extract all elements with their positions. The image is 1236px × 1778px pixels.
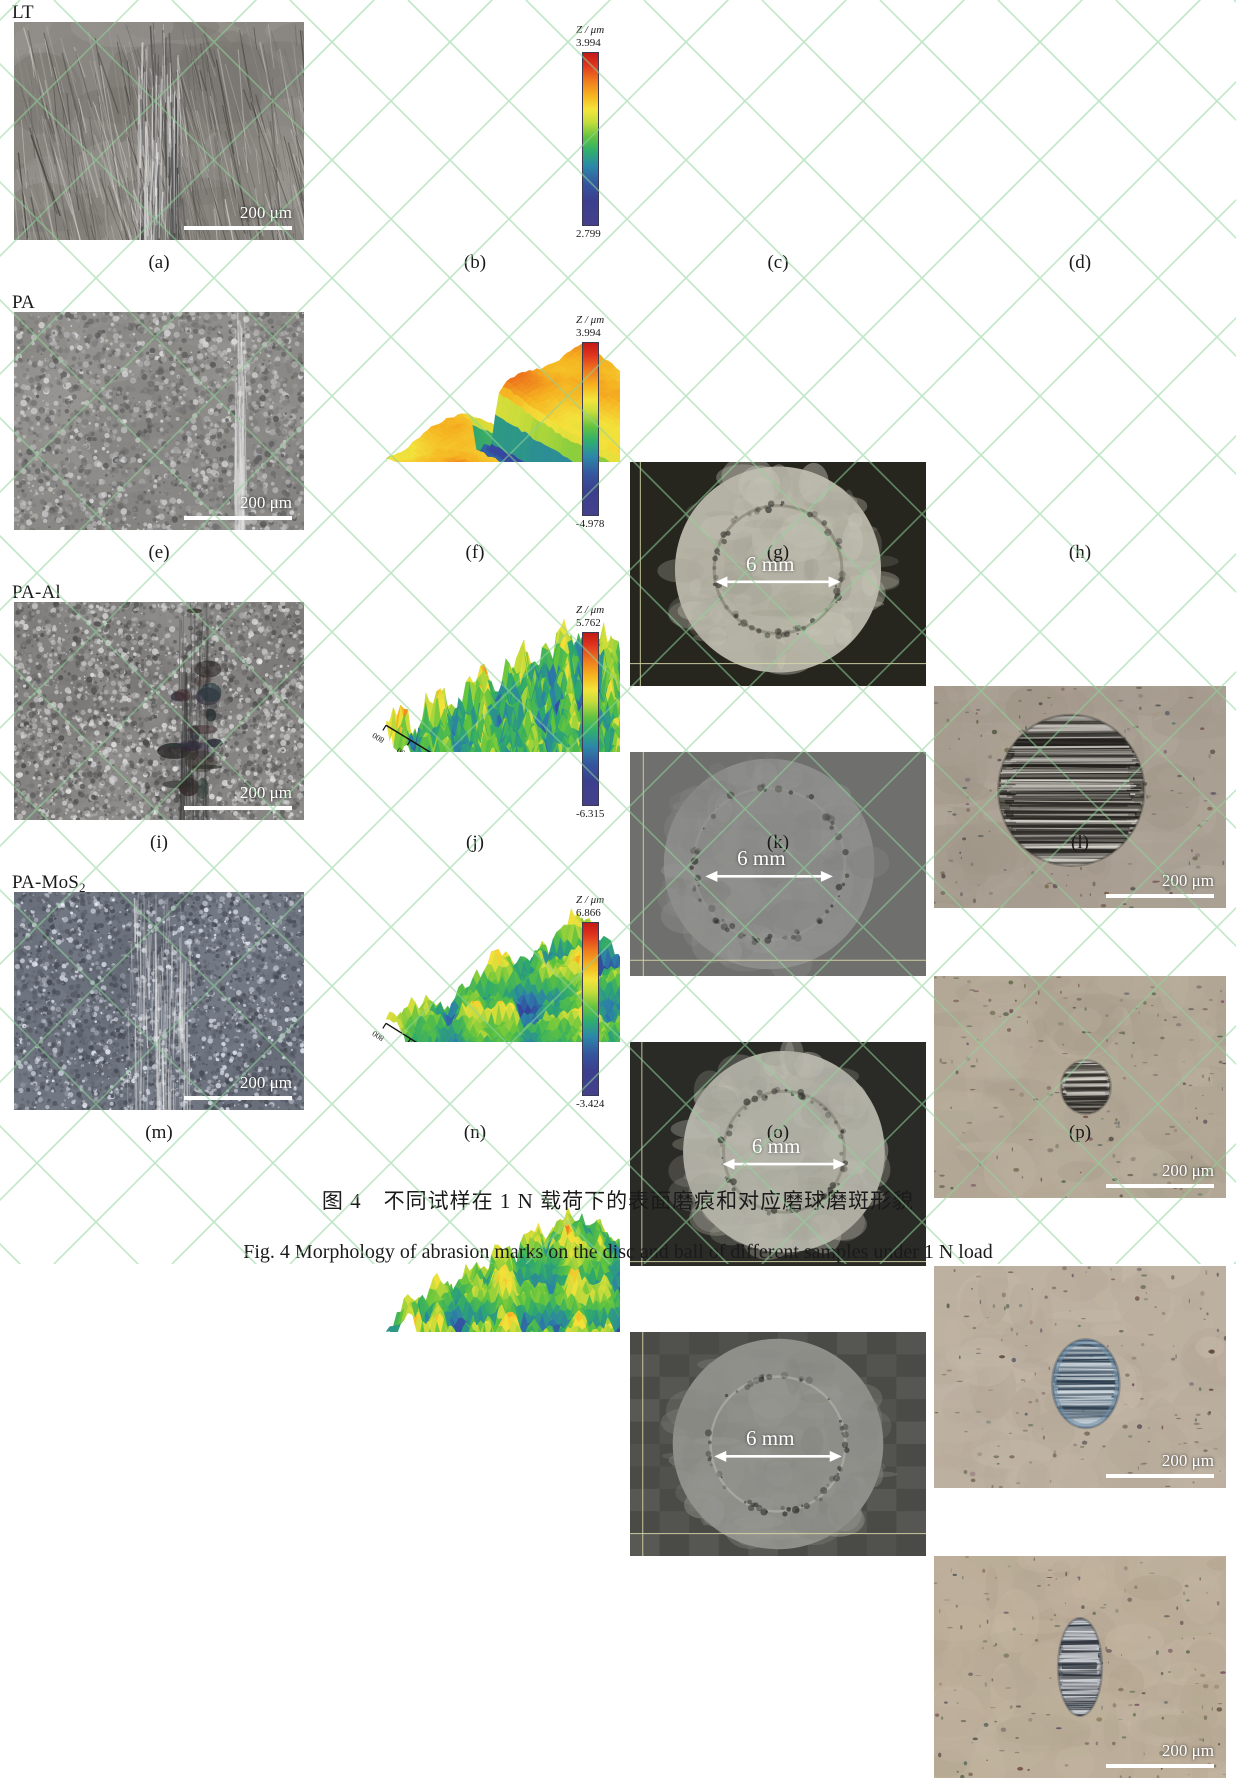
panel-sublabel-ball-scar: (p) — [1020, 1122, 1140, 1144]
scalebar-line — [184, 1096, 292, 1100]
scalebar-label: 200 μm — [1162, 871, 1214, 891]
disc-surface-micrograph: 200 μm — [14, 312, 304, 530]
scalebar-label: 200 μm — [1162, 1741, 1214, 1761]
panel-sublabel-disc: (m) — [99, 1122, 219, 1144]
ball-wear-scar-micrograph: 200 μm — [934, 1556, 1226, 1778]
row-label-sample: PA — [12, 292, 35, 314]
caption-chinese: 图 4 不同试样在 1 N 载荷下的表面磨痕和对应磨球磨斑形貌 — [0, 1185, 1236, 1215]
row-label-sample: PA-MoS2 — [12, 872, 86, 894]
scalebar-label: 200 μm — [240, 783, 292, 803]
scalebar-label: 200 μm — [1162, 1161, 1214, 1181]
disc-surface-micrograph: 200 μm — [14, 22, 304, 240]
scalebar-label: 200 μm — [240, 1073, 292, 1093]
colorbar-gradient — [582, 632, 599, 806]
panel-sublabel-surface: (n) — [415, 1122, 535, 1144]
scalebar-line — [184, 516, 292, 520]
scalebar-line — [1106, 1764, 1214, 1768]
panel-sublabel-disc: (e) — [99, 542, 219, 564]
scalebar-line — [184, 226, 292, 230]
ball-wear-scar-micrograph: 200 μm — [934, 1266, 1226, 1488]
panel-sublabel-ball-scar: (d) — [1020, 252, 1140, 274]
colorbar-max-value: 5.762 — [576, 617, 601, 629]
scalebar-label: 200 μm — [240, 203, 292, 223]
colorbar-title: Z / μm — [576, 894, 604, 906]
wear-track-diameter-label: 6 mm — [737, 846, 785, 871]
disc-surface-micrograph: 200 μm — [14, 602, 304, 820]
panel-sublabel-surface: (b) — [415, 252, 535, 274]
wear-track-overview: 6 mm — [630, 1332, 926, 1556]
colorbar-title: Z / μm — [576, 604, 604, 616]
colorbar-gradient — [582, 922, 599, 1096]
colorbar-max-value: 3.994 — [576, 37, 601, 49]
row-label-sample: LT — [12, 2, 34, 24]
scalebar-label: 200 μm — [240, 493, 292, 513]
disc-surface-micrograph: 200 μm — [14, 892, 304, 1110]
colorbar-min-value: -3.424 — [576, 1098, 604, 1110]
colorbar-min-value: -4.978 — [576, 518, 604, 530]
panel-sublabel-ball-scar: (h) — [1020, 542, 1140, 564]
colorbar-title: Z / μm — [576, 24, 604, 36]
scalebar-label: 200 μm — [1162, 1451, 1214, 1471]
colorbar-gradient — [582, 342, 599, 516]
colorbar-min-value: 2.799 — [576, 228, 601, 240]
colorbar-gradient — [582, 52, 599, 226]
panel-sublabel-disc: (a) — [99, 252, 219, 274]
wear-track-diameter-label: 6 mm — [752, 1134, 800, 1159]
colorbar-min-value: -6.315 — [576, 808, 604, 820]
colorbar-max-value: 6.866 — [576, 907, 601, 919]
panel-sublabel-wear-track: (c) — [718, 252, 838, 274]
wear-track-diameter-label: 6 mm — [746, 552, 794, 577]
panel-sublabel-surface: (j) — [415, 832, 535, 854]
caption-english: Fig. 4 Morphology of abrasion marks on t… — [0, 1241, 1236, 1264]
row-label-sample: PA-Al — [12, 582, 61, 604]
scalebar-line — [184, 806, 292, 810]
scalebar-line — [1106, 1474, 1214, 1478]
wear-track-diameter-label: 6 mm — [746, 1426, 794, 1451]
colorbar-max-value: 3.994 — [576, 327, 601, 339]
scalebar-line — [1106, 894, 1214, 898]
figure-captions: 图 4 不同试样在 1 N 载荷下的表面磨痕和对应磨球磨斑形貌 Fig. 4 M… — [0, 1185, 1236, 1264]
panel-sublabel-surface: (f) — [415, 542, 535, 564]
panel-sublabel-ball-scar: (l) — [1020, 832, 1140, 854]
colorbar-title: Z / μm — [576, 314, 604, 326]
panel-sublabel-disc: (i) — [99, 832, 219, 854]
